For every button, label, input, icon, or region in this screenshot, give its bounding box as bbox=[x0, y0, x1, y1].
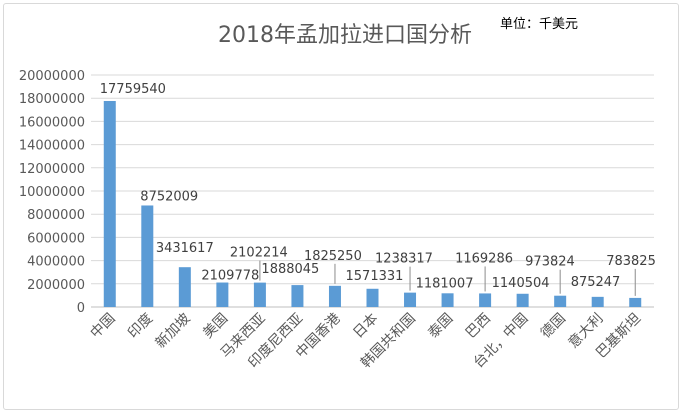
y-tick-label: 12000000 bbox=[19, 162, 85, 177]
bar bbox=[366, 288, 379, 307]
x-tick-label: 日本 bbox=[350, 311, 381, 342]
bar bbox=[441, 293, 454, 307]
data-label: 8752009 bbox=[140, 189, 198, 204]
data-label: 973824 bbox=[525, 255, 575, 270]
data-label: 2109778 bbox=[201, 269, 259, 284]
bar bbox=[328, 285, 341, 307]
data-labels: 17759540 8752009 3431617 2109778 21022141888… bbox=[100, 82, 656, 291]
y-tick-label: 18000000 bbox=[19, 92, 85, 107]
bar bbox=[291, 285, 304, 307]
bar bbox=[141, 205, 154, 307]
data-label: 1888045 bbox=[261, 262, 319, 277]
data-label: 1238317 bbox=[375, 252, 433, 267]
data-label: 1169286 bbox=[455, 251, 513, 266]
bar bbox=[103, 100, 116, 307]
data-label: 783825 bbox=[606, 254, 656, 269]
label-leader-lines bbox=[259, 260, 636, 296]
y-axis-ticks: 0 2000000 4000000 6000000 8000000 10000000 120… bbox=[19, 69, 85, 316]
y-tick-label: 10000000 bbox=[19, 185, 85, 200]
y-tick-label: 4000000 bbox=[27, 255, 85, 270]
x-tick-label: 美国 bbox=[200, 311, 231, 342]
y-tick-label: 14000000 bbox=[19, 139, 85, 154]
x-tick-label: 中国 bbox=[87, 311, 118, 342]
x-tick-label: 新加坡 bbox=[153, 311, 194, 352]
chart-title: 2018年孟加拉进口国分析 bbox=[218, 23, 472, 48]
unit-note: 单位：千美元 bbox=[500, 17, 578, 32]
data-label: 1825250 bbox=[304, 249, 362, 264]
bar bbox=[404, 292, 417, 307]
data-label: 1571331 bbox=[346, 269, 404, 284]
data-label: 17759540 bbox=[100, 82, 166, 97]
data-label: 875247 bbox=[571, 275, 621, 290]
x-tick-label: 德国 bbox=[538, 311, 569, 342]
y-tick-label: 16000000 bbox=[19, 115, 85, 130]
y-tick-label: 6000000 bbox=[27, 231, 85, 246]
bar bbox=[216, 282, 229, 307]
x-tick-label: 巴西 bbox=[463, 311, 494, 342]
bar bbox=[629, 297, 642, 307]
y-tick-label: 20000000 bbox=[19, 69, 85, 84]
x-tick-label: 印度 bbox=[125, 311, 156, 342]
y-tick-label: 0 bbox=[77, 301, 85, 316]
bar bbox=[253, 282, 266, 307]
data-label: 1140504 bbox=[492, 276, 550, 291]
y-tick-label: 2000000 bbox=[27, 278, 85, 293]
y-tick-label: 8000000 bbox=[27, 208, 85, 223]
data-label: 2102214 bbox=[230, 246, 288, 261]
bar bbox=[178, 267, 191, 307]
bar bbox=[516, 293, 529, 307]
bar bbox=[591, 296, 604, 307]
data-label: 1181007 bbox=[416, 276, 474, 291]
x-tick-label: 泰国 bbox=[425, 311, 456, 342]
bar bbox=[479, 293, 492, 307]
data-label: 3431617 bbox=[156, 241, 214, 256]
bars bbox=[103, 100, 642, 307]
bar bbox=[554, 295, 567, 307]
